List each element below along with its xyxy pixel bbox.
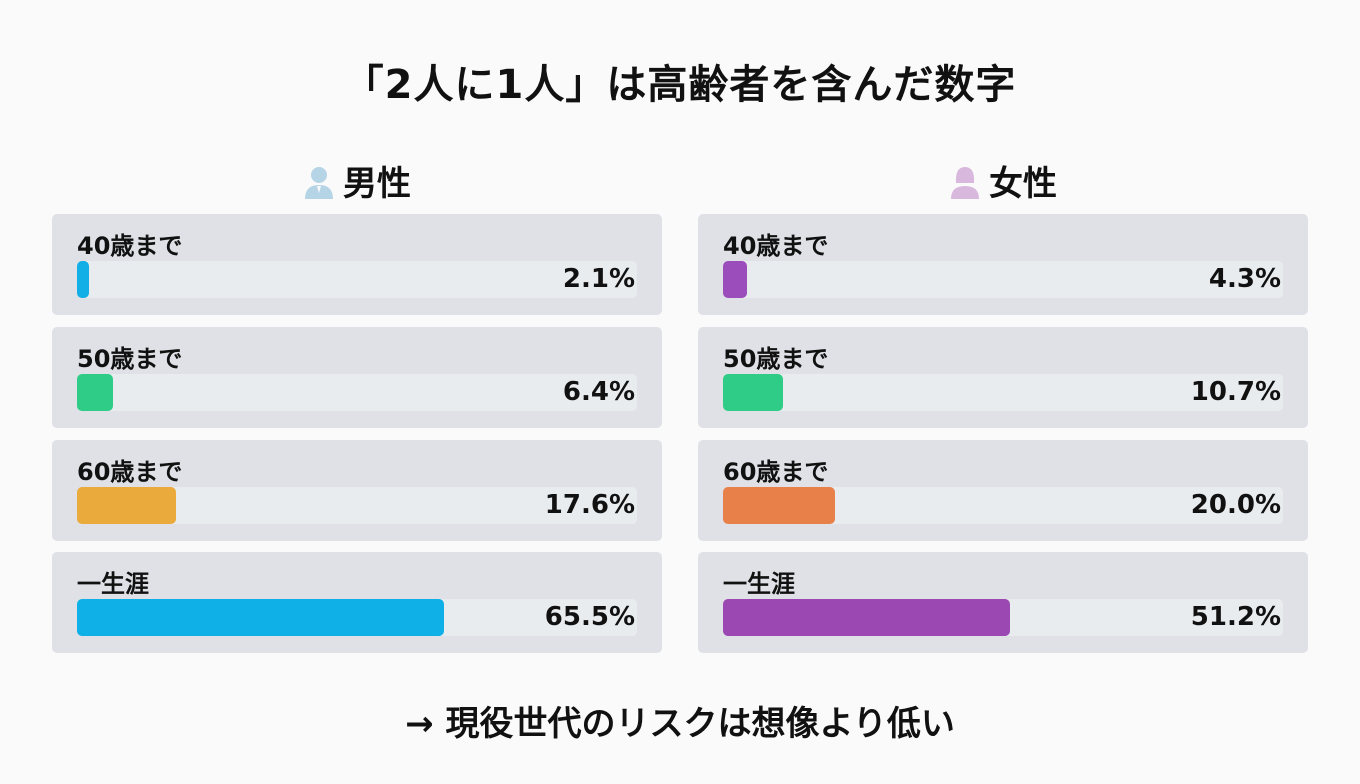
category-label: 50歳まで bbox=[77, 345, 183, 373]
bar-row: 一生涯 65.5% bbox=[52, 552, 662, 653]
bar bbox=[77, 261, 89, 298]
bar-track: 51.2% bbox=[723, 599, 1283, 636]
bar-track: 4.3% bbox=[723, 261, 1283, 298]
value-label: 20.0% bbox=[1190, 490, 1281, 520]
female-person-icon bbox=[951, 167, 979, 199]
bar bbox=[723, 599, 1010, 636]
bar bbox=[77, 374, 113, 411]
bar bbox=[77, 599, 444, 636]
category-label: 50歳まで bbox=[723, 345, 829, 373]
category-label: 一生涯 bbox=[77, 570, 149, 598]
category-label: 60歳まで bbox=[723, 458, 829, 486]
category-label: 40歳まで bbox=[77, 232, 183, 260]
bar-track: 17.6% bbox=[77, 487, 637, 524]
bar-row: 40歳まで 2.1% bbox=[52, 214, 662, 315]
panel-heading: 女性 bbox=[698, 156, 1308, 205]
value-label: 2.1% bbox=[562, 264, 635, 294]
bar-track: 2.1% bbox=[77, 261, 637, 298]
category-label: 一生涯 bbox=[723, 570, 795, 598]
bar-track: 10.7% bbox=[723, 374, 1283, 411]
bar-row: 50歳まで 10.7% bbox=[698, 327, 1308, 428]
value-label: 65.5% bbox=[544, 602, 635, 632]
bar bbox=[723, 374, 783, 411]
panel-title: 女性 bbox=[989, 164, 1057, 204]
page-title: 「2人に1人」は高齢者を含んだ数字 bbox=[343, 62, 1017, 108]
bar-row: 60歳まで 17.6% bbox=[52, 440, 662, 541]
bar bbox=[723, 261, 748, 298]
category-label: 40歳まで bbox=[723, 232, 829, 260]
male-person-icon bbox=[305, 167, 333, 199]
bar bbox=[723, 487, 835, 524]
bar-row: 一生涯 51.2% bbox=[698, 552, 1308, 653]
footer-note: → 現役世代のリスクは想像より低い bbox=[405, 704, 955, 744]
bar-track: 65.5% bbox=[77, 599, 637, 636]
bar-row: 60歳まで 20.0% bbox=[698, 440, 1308, 541]
bar-track: 6.4% bbox=[77, 374, 637, 411]
bar-track: 20.0% bbox=[723, 487, 1283, 524]
value-label: 51.2% bbox=[1190, 602, 1281, 632]
bar-row: 40歳まで 4.3% bbox=[698, 214, 1308, 315]
value-label: 10.7% bbox=[1190, 377, 1281, 407]
bar bbox=[77, 487, 176, 524]
value-label: 4.3% bbox=[1208, 264, 1281, 294]
category-label: 60歳まで bbox=[77, 458, 183, 486]
value-label: 6.4% bbox=[562, 377, 635, 407]
bar-row: 50歳まで 6.4% bbox=[52, 327, 662, 428]
value-label: 17.6% bbox=[544, 490, 635, 520]
panel-heading: 男性 bbox=[52, 156, 662, 205]
panel-title: 男性 bbox=[343, 164, 411, 204]
